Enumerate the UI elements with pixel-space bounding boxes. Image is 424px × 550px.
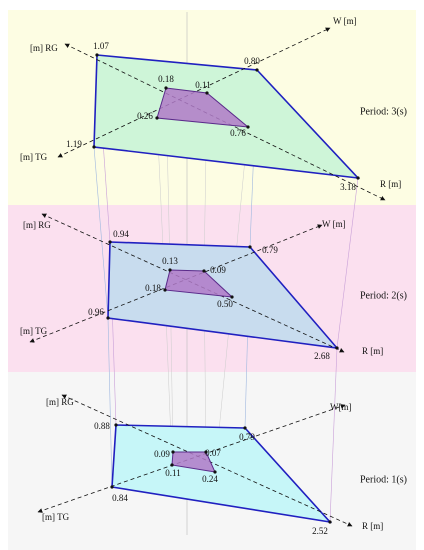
vertex — [255, 68, 259, 72]
inner-value: 0.09 — [154, 449, 170, 459]
vertex — [202, 269, 206, 273]
outer-value: 3.18 — [340, 182, 356, 192]
vertex — [170, 463, 174, 467]
inner-value: 0.76 — [230, 128, 246, 138]
vertex — [335, 346, 339, 350]
period-label: Period: 2(s) — [360, 290, 407, 301]
outer-value: 0.80 — [244, 56, 260, 66]
period-label: Period: 3(s) — [360, 106, 407, 117]
inner-value: 0.18 — [158, 74, 174, 84]
axis-label: [m] RG — [46, 397, 74, 407]
vertex — [108, 240, 112, 244]
period-label: Period: 1(s) — [360, 474, 407, 485]
axis-label: [m] RG — [30, 43, 58, 53]
axis-label: R [m] — [362, 521, 383, 531]
axis-label: W[m] — [330, 402, 352, 412]
axis-label: W [m] — [333, 16, 357, 26]
vertex — [164, 86, 168, 90]
vertex — [171, 450, 175, 454]
outer-value: 0.88 — [94, 421, 110, 431]
vertex — [110, 485, 114, 489]
panel: 0.94 0.79 2.68 0.96 0.13 0.09 0.50 0.18 [m] RG W … — [20, 213, 407, 361]
outer-value: 0.94 — [113, 229, 129, 239]
vertex — [230, 295, 234, 299]
outer-value: 1.19 — [66, 139, 82, 149]
vertex — [168, 268, 172, 272]
inner-value: 0.50 — [217, 299, 233, 309]
panel: 0.88 0.79 2.52 0.84 0.09 0.07 0.24 0.11 [m] RG W[… — [37, 394, 407, 536]
vertex — [246, 125, 250, 129]
vertex — [213, 470, 217, 474]
vertex — [92, 145, 96, 149]
axis-label: W [m] — [322, 219, 346, 229]
outer-value: 1.07 — [93, 41, 109, 51]
vertex — [328, 520, 332, 524]
axis-label: R [m] — [380, 179, 401, 189]
axis-label: [m] RG — [23, 220, 51, 230]
inner-value: 0.13 — [162, 256, 178, 266]
axis-label: [m] TG — [20, 152, 48, 162]
outer-value: 2.68 — [314, 351, 330, 361]
vertex — [356, 176, 360, 180]
inner-value: 0.09 — [210, 265, 226, 275]
axis-label: [m] TG — [20, 326, 48, 336]
inner-value: 0.26 — [137, 111, 153, 121]
vertex — [163, 288, 167, 292]
vertex — [243, 426, 247, 430]
inner-value: 0.11 — [195, 80, 210, 90]
inner-value: 0.18 — [145, 283, 161, 293]
axis-label: R [m] — [362, 346, 383, 356]
vertex — [114, 423, 118, 427]
outer-value: 0.79 — [239, 432, 255, 442]
outer-value: 2.52 — [312, 526, 328, 536]
vertex — [204, 450, 208, 454]
inner-value: 0.07 — [205, 448, 221, 458]
inner-value: 0.11 — [165, 468, 180, 478]
vertex — [155, 116, 159, 120]
vertex — [248, 245, 252, 249]
outer-value: 0.84 — [112, 493, 128, 503]
vertex — [205, 91, 209, 95]
inner-value: 0.24 — [202, 474, 218, 484]
panel: 1.07 0.80 3.18 1.19 0.18 0.11 0.76 0.26 [m] RG W … — [20, 16, 407, 201]
vertex — [106, 316, 110, 320]
axis-label: [m] TG — [42, 512, 70, 522]
outer-value: 0.79 — [262, 245, 278, 255]
outer-value: 0.96 — [88, 307, 104, 317]
vertex — [95, 53, 99, 57]
